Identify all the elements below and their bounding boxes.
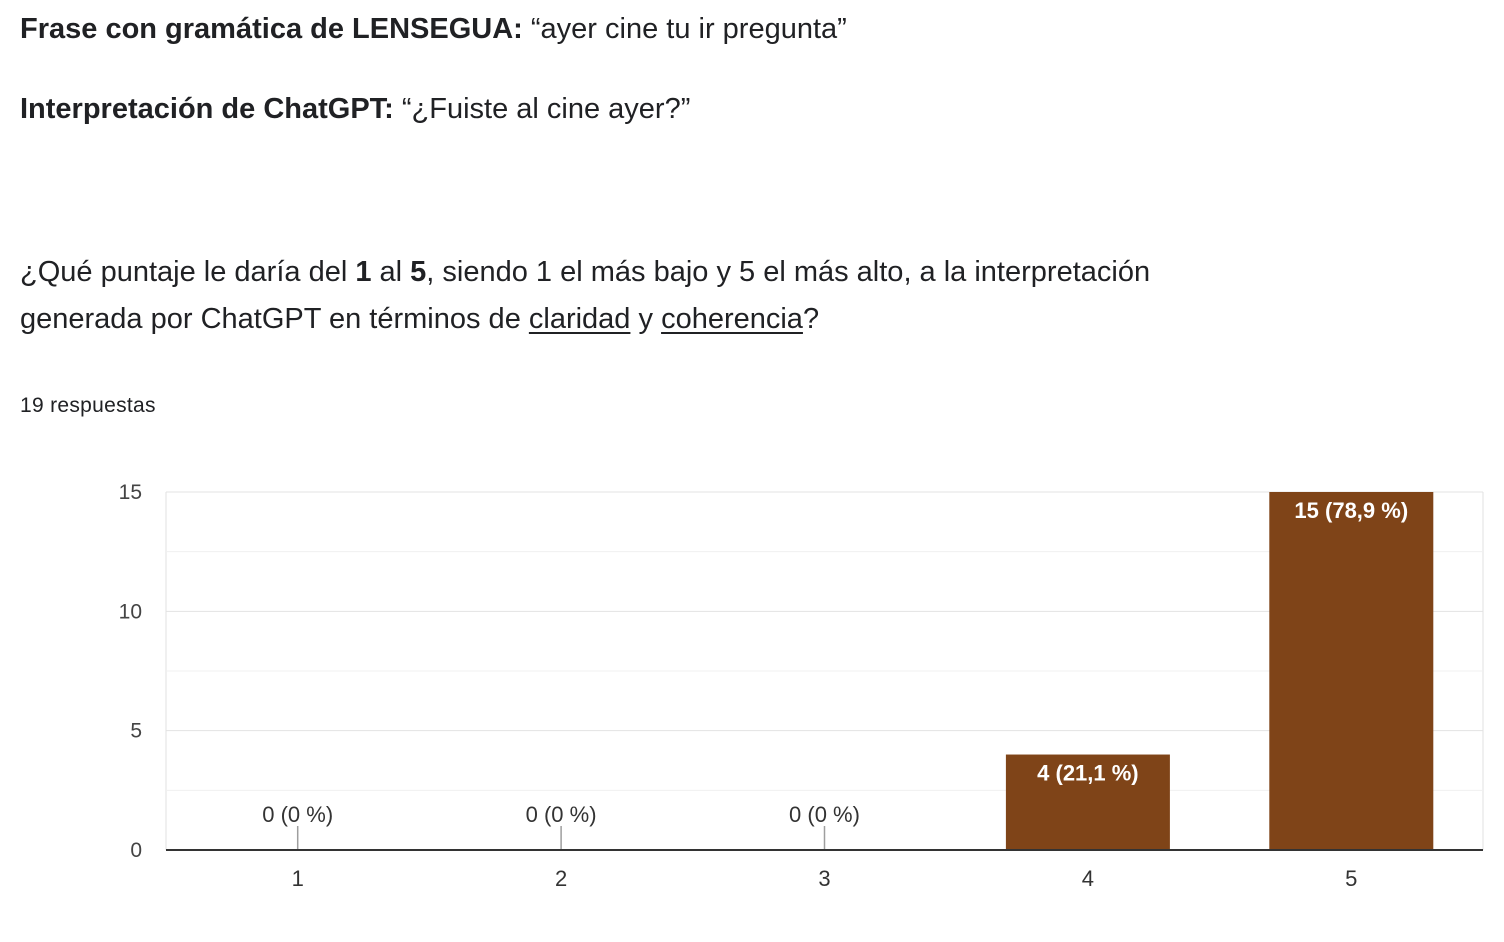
question-part: al bbox=[371, 256, 411, 288]
y-tick-label: 0 bbox=[130, 839, 142, 862]
question-bold-max: 5 bbox=[410, 256, 427, 288]
interpretation-label: Interpretación de ChatGPT: bbox=[20, 93, 394, 125]
question-part: ¿Qué puntaje le daría del bbox=[20, 256, 356, 288]
phrase-value: “ayer cine tu ir pregunta” bbox=[530, 13, 847, 45]
question-part: , siendo 1 el más bajo y 5 el más alto, … bbox=[20, 256, 1151, 335]
bar-chart: 0 5 10 15 0 (0 %) 1 0 (0 %) 2 0 (0 %) 3 4 (21,1 %)… bbox=[119, 481, 1484, 891]
bar-data-label: 4 (21,1 %) bbox=[1037, 761, 1139, 786]
question-part: ? bbox=[802, 303, 820, 335]
x-tick-label: 3 bbox=[818, 866, 830, 891]
x-tick-label: 1 bbox=[292, 866, 304, 891]
y-tick-label: 5 bbox=[130, 720, 142, 743]
y-tick-label: 10 bbox=[119, 600, 142, 623]
question-text: ¿Qué puntaje le daría del 1 al 5, siendo… bbox=[20, 249, 1220, 343]
question-part: y bbox=[630, 303, 662, 335]
bar-data-label: 0 (0 %) bbox=[526, 802, 597, 827]
phrase-label: Frase con gramática de LENSEGUA: bbox=[20, 13, 523, 45]
question-bold-min: 1 bbox=[355, 256, 372, 288]
interpretation-line: Interpretación de ChatGPT: “¿Fuiste al c… bbox=[20, 89, 690, 129]
x-tick-label: 2 bbox=[555, 866, 567, 891]
y-tick-label: 15 bbox=[119, 481, 142, 504]
x-tick-label: 5 bbox=[1345, 866, 1357, 891]
phrase-line: Frase con gramática de LENSEGUA: “ayer c… bbox=[20, 9, 847, 49]
bar-data-label: 0 (0 %) bbox=[262, 802, 333, 827]
interpretation-value: “¿Fuiste al cine ayer?” bbox=[401, 93, 691, 125]
question-underline-claridad: claridad bbox=[528, 303, 631, 335]
x-tick-label: 4 bbox=[1082, 866, 1094, 891]
bar-data-label: 0 (0 %) bbox=[789, 802, 860, 827]
bar-data-label: 15 (78,9 %) bbox=[1294, 498, 1408, 523]
responses-count: 19 respuestas bbox=[20, 394, 156, 417]
bar bbox=[1269, 492, 1434, 850]
bar bbox=[1005, 754, 1170, 850]
question-underline-coherencia: coherencia bbox=[661, 303, 803, 335]
